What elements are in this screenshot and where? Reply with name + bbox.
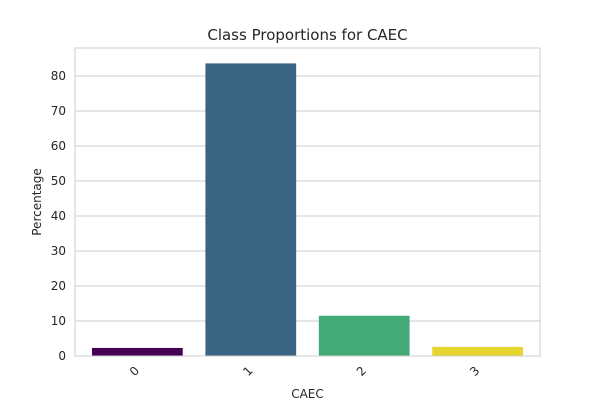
x-tick-label: 0 <box>127 364 142 379</box>
bars <box>92 63 523 357</box>
y-tick-label: 50 <box>51 174 66 188</box>
x-tick-label: 2 <box>354 364 369 379</box>
y-tick-label: 0 <box>58 349 66 363</box>
y-tick-label: 20 <box>51 279 66 293</box>
x-tick-label: 1 <box>240 364 255 379</box>
y-tick-label: 60 <box>51 139 66 153</box>
y-tick-label: 70 <box>51 104 66 118</box>
y-tick-label: 40 <box>51 209 66 223</box>
plot-frame <box>74 47 541 357</box>
bar-3 <box>432 346 523 356</box>
chart-title: Class Proportions for CAEC <box>207 26 407 44</box>
y-ticks: 0 10 20 30 40 50 60 70 80 <box>51 69 66 363</box>
y-tick-label: 30 <box>51 244 66 258</box>
y-tick-label: 10 <box>51 314 66 328</box>
bar-0 <box>92 347 183 356</box>
y-tick-label: 80 <box>51 69 66 83</box>
bar-2 <box>318 315 410 356</box>
y-axis-label: Percentage <box>30 168 44 236</box>
x-ticks: 0 1 2 3 <box>127 364 483 379</box>
x-tick-label: 3 <box>467 364 482 379</box>
x-axis-label: CAEC <box>291 387 324 400</box>
grid <box>75 75 540 357</box>
bar-1 <box>205 63 297 357</box>
